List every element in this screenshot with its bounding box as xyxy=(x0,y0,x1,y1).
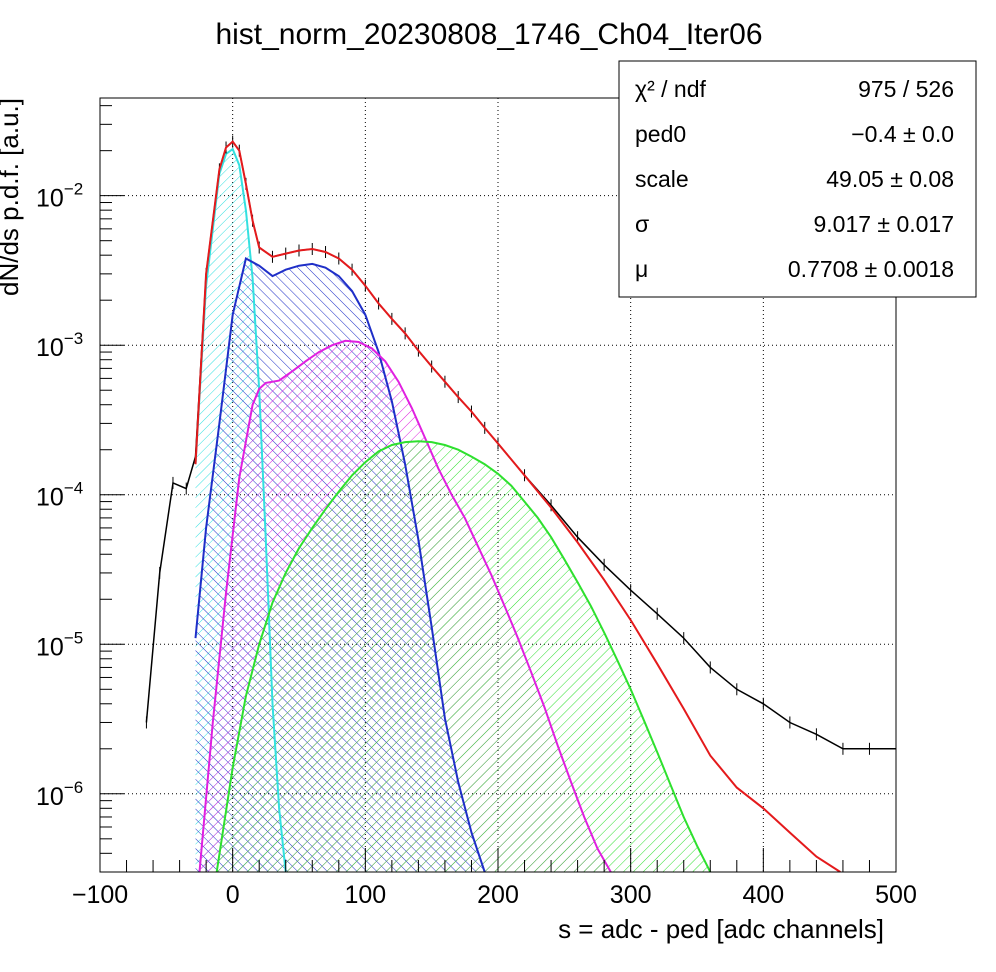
y-tick-label-1: 10−3 xyxy=(36,329,83,362)
y-tick-label-4: 10−6 xyxy=(36,778,83,811)
stat-name-2: scale xyxy=(635,166,689,192)
y-tick-label-3: 10−5 xyxy=(36,628,83,661)
y-axis-ticks: 10−2 10−3 10−4 10−5 10−6 xyxy=(36,105,124,873)
x-axis-label: s = adc - ped [adc channels] xyxy=(558,914,884,944)
stat-name-0: χ² / ndf xyxy=(635,76,706,102)
component-3-curve xyxy=(215,440,712,872)
y-tick-label-0: 10−2 xyxy=(36,180,83,213)
y-axis-label: dN/ds p.d.f. [a.u.] xyxy=(0,98,24,296)
component-fills xyxy=(195,149,711,872)
stat-value-2: 49.05 ± 0.08 xyxy=(826,166,954,192)
x-tick-label-5: 400 xyxy=(742,881,784,909)
stat-name-4: μ xyxy=(635,256,648,282)
fit-curves xyxy=(145,135,896,872)
x-tick-label-1: 0 xyxy=(226,881,240,909)
component-1-curve xyxy=(194,256,486,872)
stat-value-1: −0.4 ± 0.0 xyxy=(851,121,954,147)
chart-title: hist_norm_20230808_1746_Ch04_Iter06 xyxy=(215,18,762,51)
component-3-area xyxy=(216,441,711,872)
x-tick-label-2: 100 xyxy=(344,881,386,909)
stat-value-0: 975 / 526 xyxy=(858,76,954,102)
total-fit-curve xyxy=(194,140,841,872)
x-tick-label-6: 500 xyxy=(875,881,917,909)
stat-name-3: σ xyxy=(635,211,649,237)
stats-box-frame xyxy=(618,60,977,298)
x-tick-label-0: −100 xyxy=(72,881,128,909)
stat-name-1: ped0 xyxy=(635,121,686,147)
component-2-curve xyxy=(198,339,612,872)
fit-stats-box: χ² / ndf 975 / 526 ped0 −0.4 ± 0.0 scale 49.0… xyxy=(618,60,977,298)
stat-value-4: 0.7708 ± 0.0018 xyxy=(788,256,954,282)
x-axis-ticks: −100 0 100 200 300 400 500 xyxy=(72,848,917,909)
stat-value-3: 9.017 ± 0.017 xyxy=(813,211,954,237)
x-tick-label-4: 300 xyxy=(610,881,652,909)
x-tick-label-3: 200 xyxy=(477,881,519,909)
stats-rows: χ² / ndf 975 / 526 ped0 −0.4 ± 0.0 scale 49.0… xyxy=(635,76,954,282)
y-tick-label-2: 10−4 xyxy=(36,479,83,512)
